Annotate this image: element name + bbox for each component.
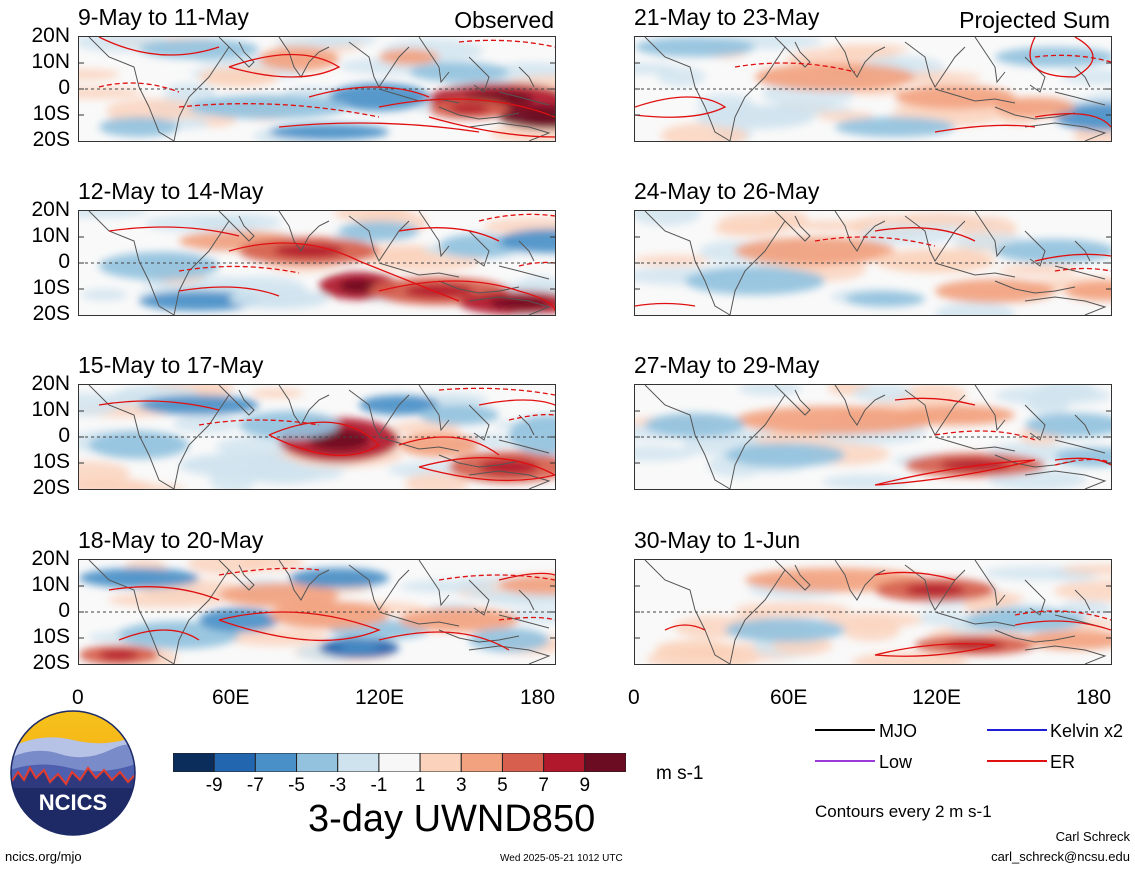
lat-label-p1-2: 0 [58,76,70,99]
colorbar [172,752,627,773]
map-panel-6 [634,210,1112,316]
colorbar-tick-3: -3 [329,775,347,796]
colorbar-tick-8: 7 [538,775,549,796]
panel-title-6: 24-May to 26-May [634,178,820,204]
lat-label-p4-1: 10N [31,573,70,596]
legend-label-kelvin: Kelvin x2 [1050,721,1124,741]
footer-site: ncics.org/mjo [5,849,82,864]
colorbar-swatch-2 [254,752,298,773]
lon-label-right-60e: 60E [770,686,808,709]
legend-label-er: ER [1050,752,1076,772]
map-panel-canvas-7 [635,385,1111,489]
legend-line-er [987,760,1047,762]
colorbar-swatches [172,752,627,773]
panel-tag-projected: Projected Sum [959,7,1110,33]
lat-label-p1-3: 10S [32,102,70,125]
panel-tag-observed: Observed [454,7,554,33]
colorbar-units: m s-1 [656,763,704,784]
legend-line-kelvin [987,729,1047,731]
lat-label-p1-1: 10N [31,50,70,73]
map-panel-canvas-5 [635,37,1111,141]
legend-label-mjo: MJO [879,721,917,741]
panel-title-3: 15-May to 17-May [78,352,264,378]
lat-label-p2-0: 20N [31,198,70,221]
lat-label-p1-0: 20N [31,24,70,47]
lat-label-p4-3: 10S [32,625,70,648]
map-panel-canvas-2 [79,211,555,315]
colorbar-tick-9: 9 [579,775,591,796]
lon-label-left-180: 180 [520,686,556,709]
map-panel-8 [634,559,1112,665]
lon-label-right-180: 180 [1076,686,1112,709]
colorbar-swatch-3 [296,752,339,773]
lat-label-p3-2: 0 [58,424,70,447]
lat-label-p1-4: 20S [32,128,70,151]
colorbar-swatch-0 [172,752,215,773]
colorbar-swatch-1 [213,752,256,773]
lon-label-right-120e: 120E [912,686,962,709]
lat-label-p2-2: 0 [58,250,70,273]
contour-note: Contours every 2 m s-1 [815,802,992,821]
colorbar-tick-1: -7 [246,775,264,796]
panel-title-5: 21-May to 23-May [634,4,820,30]
legend-label-low: Low [879,752,913,772]
colorbar-swatch-10 [584,752,627,773]
lat-label-p2-1: 10N [31,224,70,247]
panel-title-1: 9-May to 11-May [78,4,249,30]
lon-label-left-120e: 120E [355,686,405,709]
colorbar-tick-2: -5 [288,775,305,796]
colorbar-tick-6: 3 [455,775,467,796]
colorbar-swatch-5 [378,752,421,773]
footer-timestamp: Wed 2025-05-21 1012 UTC [500,853,623,864]
ncics-logo-icon: NCICS [10,710,136,836]
logo-text: NCICS [39,790,107,815]
colorbar-swatch-7 [460,752,503,773]
map-panel-1 [78,36,556,142]
colorbar-tick-0: -9 [205,775,223,796]
colorbar-tick-4: -1 [370,775,388,796]
lat-label-p2-4: 20S [32,302,70,325]
lat-label-p2-3: 10S [32,276,70,299]
lon-label-left-0: 0 [72,686,84,709]
map-panel-7 [634,384,1112,490]
map-panel-canvas-3 [79,385,555,489]
map-panel-2 [78,210,556,316]
colorbar-swatch-9 [543,752,586,773]
lat-label-p4-0: 20N [31,547,70,570]
map-panel-canvas-1 [79,37,555,141]
lat-label-p3-3: 10S [32,450,70,473]
legend-line-low [815,760,875,762]
colorbar-tick-5: 1 [414,775,426,796]
lon-label-left-60e: 60E [212,686,250,709]
panel-title-4: 18-May to 20-May [78,527,264,553]
map-panel-3 [78,384,556,490]
product-title: 3-day UWND850 [308,798,596,840]
lon-label-right-0: 0 [628,686,640,709]
lat-label-p4-2: 0 [58,599,70,622]
map-panel-4 [78,559,556,665]
map-panel-canvas-6 [635,211,1111,315]
colorbar-swatch-8 [501,752,545,773]
ncics-logo: NCICS [10,710,136,836]
lat-label-p3-0: 20N [31,372,70,395]
lat-label-p4-4: 20S [32,651,70,674]
footer-email: carl_schreck@ncsu.edu [991,849,1130,864]
legend-line-mjo [815,729,875,731]
colorbar-tick-7: 5 [497,775,508,796]
colorbar-swatch-4 [337,752,380,773]
lat-label-p3-1: 10N [31,398,70,421]
map-panel-5 [634,36,1112,142]
lat-label-p3-4: 20S [32,476,70,499]
colorbar-swatch-6 [419,752,462,773]
footer-author: Carl Schreck [1055,829,1130,844]
map-panel-canvas-8 [635,560,1111,664]
map-panel-canvas-4 [79,560,555,664]
panel-title-2: 12-May to 14-May [78,178,264,204]
contour-legend: MJO Kelvin x2 Low ER [815,722,1125,782]
panel-title-8: 30-May to 1-Jun [634,527,801,553]
panel-title-7: 27-May to 29-May [634,352,820,378]
